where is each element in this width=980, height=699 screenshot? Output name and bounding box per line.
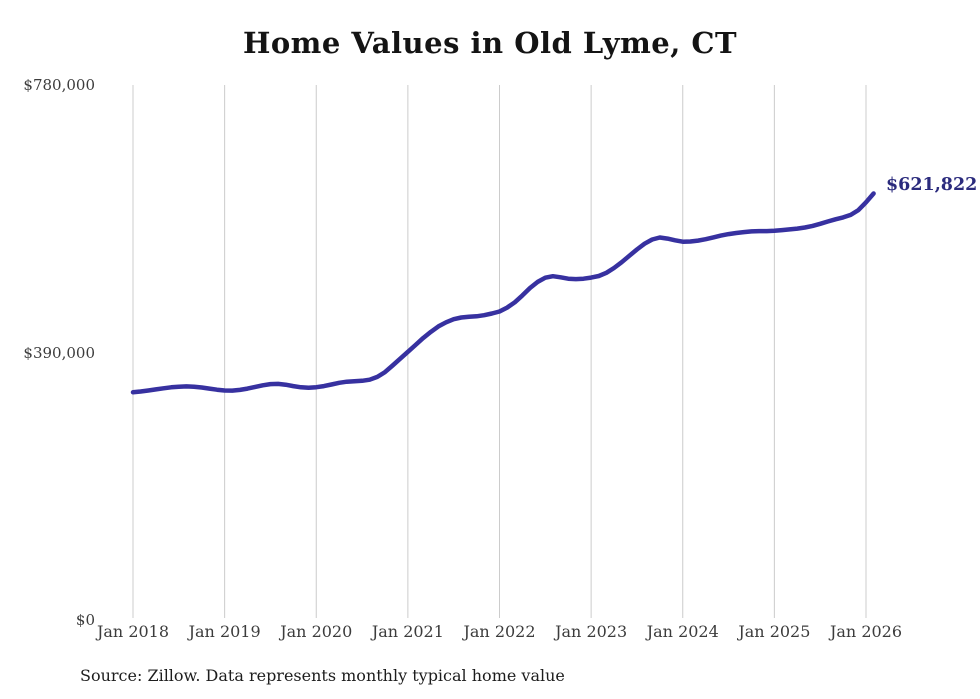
y-tick-390000: $390,000	[23, 343, 95, 362]
x-tick-jan-2019: Jan 2019	[188, 622, 261, 641]
source-note: Source: Zillow. Data represents monthly …	[80, 666, 565, 685]
x-tick-jan-2018: Jan 2018	[96, 622, 170, 641]
latest-value-label: $621,822	[886, 175, 978, 195]
x-tick-jan-2024: Jan 2024	[646, 622, 719, 641]
x-tick-jan-2020: Jan 2020	[280, 622, 353, 641]
x-tick-jan-2025: Jan 2025	[738, 622, 811, 641]
home-value-line	[130, 191, 876, 395]
x-tick-jan-2022: Jan 2022	[463, 622, 536, 641]
x-tick-jan-2026: Jan 2026	[829, 622, 903, 641]
chart-title: Home Values in Old Lyme, CT	[242, 26, 738, 60]
y-tick-0: $0	[75, 611, 95, 629]
x-tick-jan-2021: Jan 2021	[371, 622, 444, 641]
x-tick-jan-2023: Jan 2023	[555, 622, 628, 641]
y-tick-780000: $780,000	[23, 76, 95, 94]
